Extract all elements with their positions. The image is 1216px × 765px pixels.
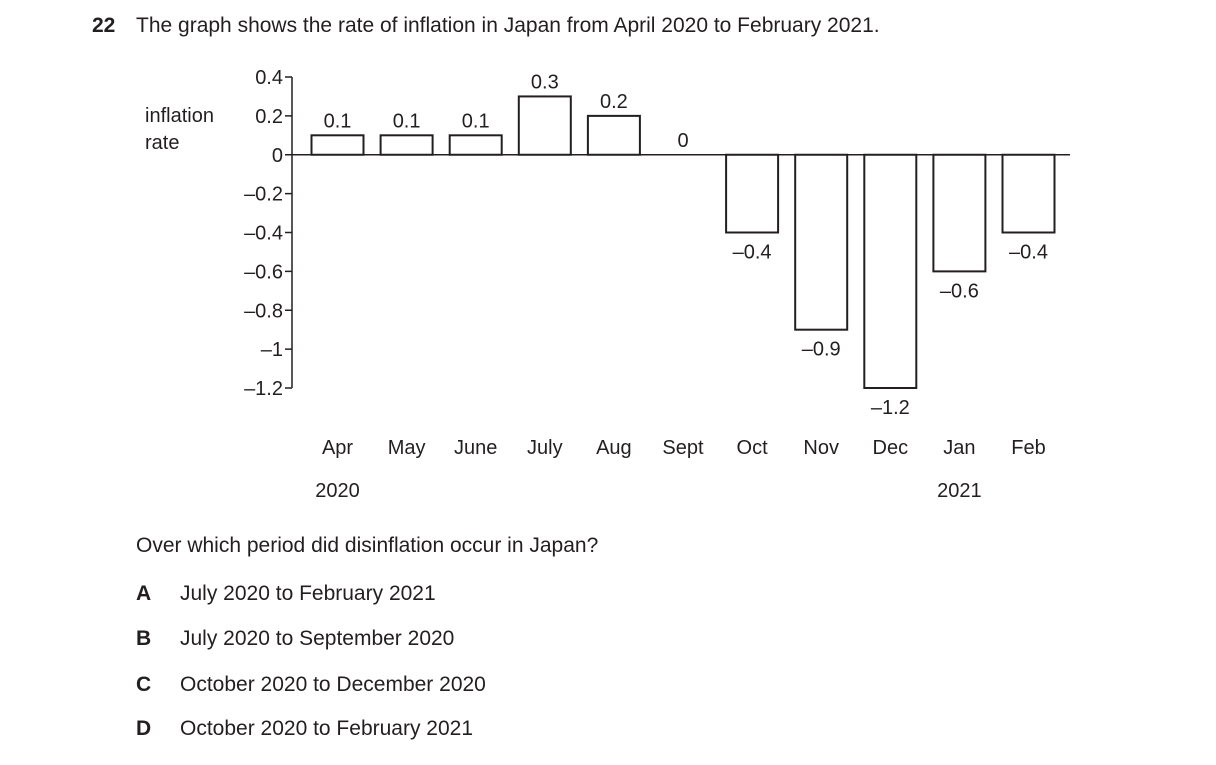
y-axis-label: rate — [145, 132, 179, 154]
y-tick-label: 0.4 — [255, 67, 283, 89]
option-a[interactable]: A July 2020 to February 2021 — [136, 582, 436, 606]
option-letter: A — [136, 582, 152, 605]
x-category-label: Aug — [596, 437, 632, 459]
bar — [586, 114, 641, 156]
question-prompt: Over which period did disinflation occur… — [136, 534, 599, 557]
bar-value-label: 0.1 — [462, 110, 490, 132]
y-tick-label: –1 — [261, 339, 283, 361]
y-tick-label: 0.2 — [255, 106, 283, 128]
bar-value-label: –1.2 — [871, 397, 910, 419]
option-letter: B — [136, 627, 152, 650]
bar — [794, 153, 849, 331]
bar — [863, 153, 918, 389]
option-letter: D — [136, 717, 152, 740]
bar — [448, 134, 503, 156]
x-category-label: May — [388, 437, 426, 459]
option-d[interactable]: D October 2020 to February 2021 — [136, 717, 473, 741]
bar-value-label: –0.4 — [1009, 242, 1048, 264]
bar — [310, 134, 365, 156]
bar-value-label: –0.4 — [733, 242, 772, 264]
bar — [932, 153, 987, 273]
bar — [725, 153, 780, 234]
bar — [1001, 153, 1056, 234]
option-text: October 2020 to December 2020 — [180, 673, 486, 696]
x-category-label: Feb — [1011, 437, 1045, 459]
y-axis-label: inflation — [145, 105, 214, 127]
x-category-label: Jan — [943, 437, 975, 459]
x-year-label: 2021 — [937, 480, 982, 502]
x-category-label: Dec — [873, 437, 909, 459]
y-tick-label: –0.6 — [244, 261, 283, 283]
inflation-bar-chart: 0.4 0.2 0 –0.2 –0.4 –0.6 –0.8 –1 –1.2 inflation ra… — [145, 67, 1070, 502]
option-text: October 2020 to February 2021 — [180, 717, 474, 740]
x-category-label: Oct — [737, 437, 769, 459]
bar-value-label: 0 — [677, 130, 688, 152]
x-category-label: July — [527, 437, 563, 459]
x-category-label: Sept — [662, 437, 704, 459]
x-category-label: June — [454, 437, 497, 459]
question-text: The graph shows the rate of inflation in… — [136, 14, 880, 37]
x-year-label: 2020 — [315, 480, 360, 502]
bar-value-label: 0.1 — [324, 110, 352, 132]
option-c[interactable]: C October 2020 to December 2020 — [136, 673, 486, 697]
y-tick-label: –0.4 — [244, 223, 283, 245]
y-tick-label: –0.8 — [244, 300, 283, 322]
bar-value-label: –0.9 — [802, 339, 841, 361]
bar — [517, 95, 572, 156]
x-category-label: Nov — [803, 437, 839, 459]
question-number: 22 — [92, 14, 116, 37]
option-text: July 2020 to February 2021 — [180, 582, 436, 605]
x-category-label: Apr — [322, 437, 353, 459]
option-b[interactable]: B July 2020 to September 2020 — [136, 627, 454, 651]
bar-value-label: 0.1 — [393, 110, 421, 132]
y-tick-label: –0.2 — [244, 184, 283, 206]
bar-value-label: 0.2 — [600, 91, 628, 113]
option-letter: C — [136, 673, 152, 696]
bar-value-label: –0.6 — [940, 280, 979, 302]
y-tick-label: –1.2 — [244, 378, 283, 400]
bar-value-label: 0.3 — [531, 71, 559, 93]
y-tick-label: 0 — [272, 145, 283, 167]
bar — [379, 134, 434, 156]
option-text: July 2020 to September 2020 — [180, 627, 455, 650]
